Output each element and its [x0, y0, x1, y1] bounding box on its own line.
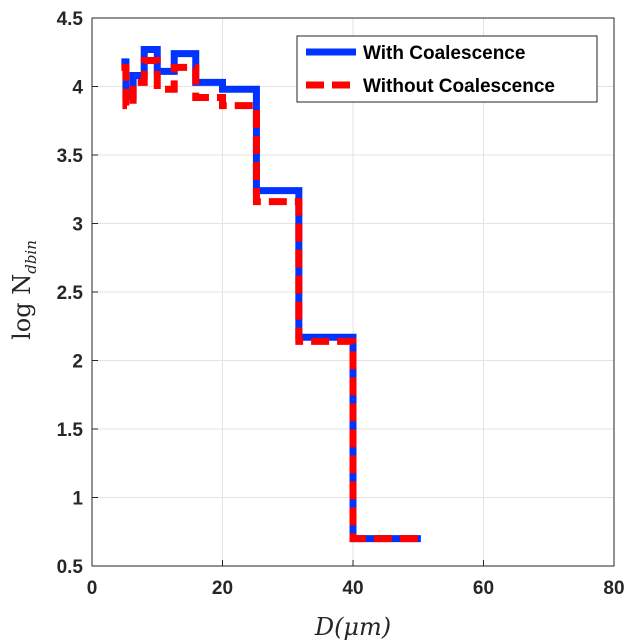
- x-tick-label: 0: [87, 578, 98, 599]
- y-tick-label: 1: [72, 489, 83, 510]
- y-axis-label: log Ndbin: [8, 240, 40, 340]
- y-tick-label: 3: [72, 215, 83, 236]
- series-lines: [121, 46, 421, 543]
- x-tick-label: 40: [342, 578, 363, 599]
- axis-ticks: [91, 17, 615, 567]
- y-tick-label: 3.5: [57, 146, 84, 167]
- legend: With Coalescence Without Coalescence: [296, 35, 598, 103]
- x-axis-label: D(μm): [314, 613, 391, 641]
- y-tick-label: 0.5: [57, 557, 84, 578]
- x-tick-label: 20: [212, 578, 233, 599]
- x-tick-label: 80: [603, 578, 624, 599]
- x-tick-labels: 0 20 40 60 80: [87, 578, 625, 599]
- y-tick-label: 1.5: [57, 420, 84, 441]
- legend-label-without-coalescence: Without Coalescence: [363, 76, 555, 97]
- series-line-without-coalescence: [121, 56, 421, 543]
- y-axis-label-sub: dbin: [22, 240, 40, 274]
- y-tick-label: 2.5: [57, 283, 84, 304]
- x-tick-label: 60: [473, 578, 494, 599]
- y-tick-label: 4.5: [57, 9, 84, 30]
- y-tick-label: 2: [72, 352, 83, 373]
- legend-box: [296, 35, 598, 103]
- y-axis-label-main: log N: [8, 274, 36, 340]
- y-tick-label: 4: [72, 78, 83, 99]
- y-tick-labels: 0.5 1 1.5 2 2.5 3 3.5 4 4.5: [57, 9, 84, 578]
- legend-label-with-coalescence: With Coalescence: [363, 43, 525, 64]
